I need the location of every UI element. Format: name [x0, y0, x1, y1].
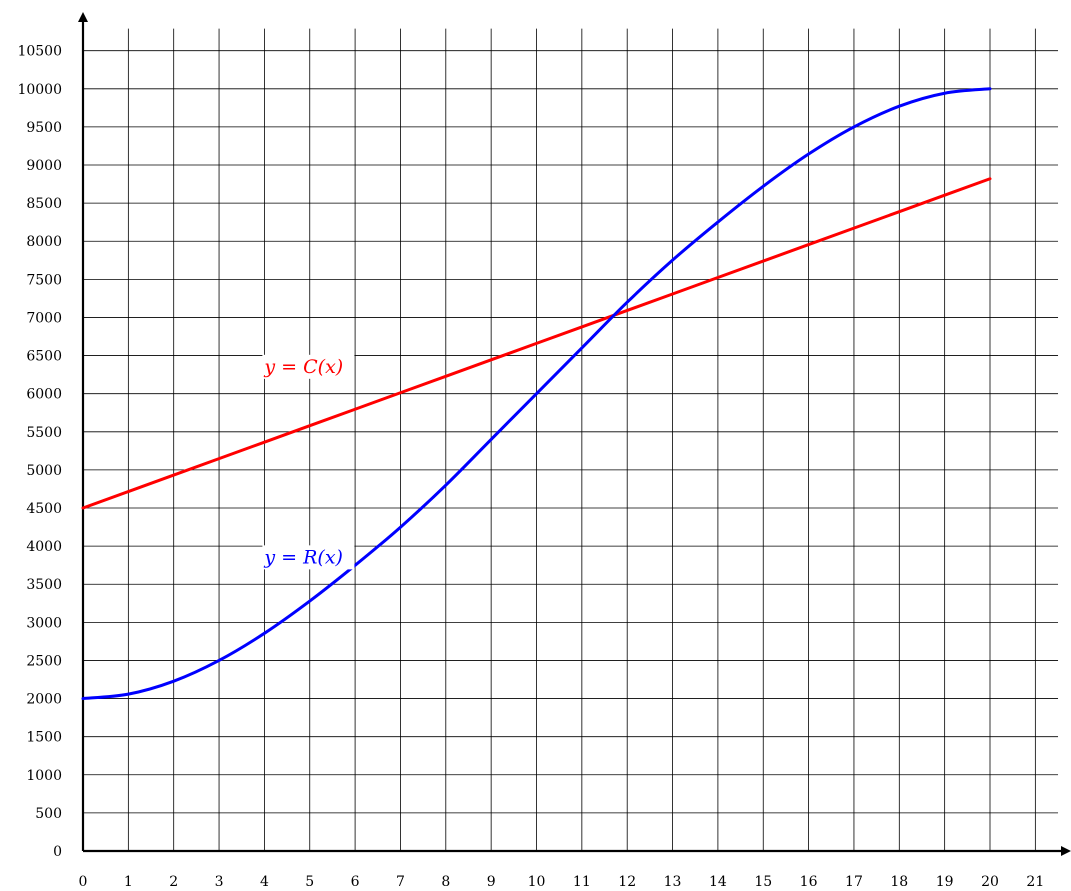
series-line-c [81, 177, 992, 510]
y-tick-label: 9500 [26, 120, 62, 136]
y-tick-label: 3500 [26, 577, 62, 593]
y-tick-label: 0 [53, 844, 62, 860]
y-tick-label: 6000 [26, 387, 62, 403]
y-tick-label: 3000 [26, 615, 62, 631]
curve-label-bg [262, 354, 355, 379]
x-tick-label: 12 [618, 874, 636, 890]
curve-label-bg [262, 545, 355, 570]
grid [83, 28, 1059, 851]
y-tick-label: 7000 [26, 310, 62, 326]
x-tick-label: 11 [573, 874, 591, 890]
axes [78, 12, 1071, 856]
x-axis-arrow [1061, 846, 1071, 856]
y-tick-label: 4000 [26, 539, 62, 555]
x-tick-label: 7 [396, 874, 405, 890]
x-tick-label: 16 [800, 874, 818, 890]
x-tick-label: 21 [1026, 874, 1044, 890]
y-tick-label: 500 [35, 806, 62, 822]
x-tick-label: 9 [487, 874, 496, 890]
y-tick-label: 8500 [26, 196, 62, 212]
y-tick-label: 4500 [26, 501, 62, 517]
x-tick-labels: 0 1 2 3 4 5 6 7 8 9 10 11 12 13 14 15 16 17 18 19 20 21 [79, 874, 1045, 890]
y-tick-label: 10500 [17, 44, 62, 60]
x-tick-label: 1 [124, 874, 133, 890]
series-line-r [81, 87, 992, 701]
y-tick-label: 7500 [26, 272, 62, 288]
x-tick-label: 0 [79, 874, 88, 890]
series-lines [81, 87, 992, 701]
x-tick-label: 6 [351, 874, 360, 890]
x-tick-label: 20 [981, 874, 999, 890]
x-tick-label: 18 [890, 874, 908, 890]
y-tick-label: 1500 [26, 730, 62, 746]
x-tick-label: 8 [441, 874, 450, 890]
x-tick-label: 2 [169, 874, 178, 890]
curve-label-r: y = R(x) [263, 546, 343, 568]
x-tick-label: 10 [528, 874, 546, 890]
y-tick-labels: 0 500 1000 1500 2000 2500 3000 3500 4000 4500 5000… [17, 44, 62, 860]
x-tick-label: 15 [754, 874, 772, 890]
y-tick-label: 5500 [26, 425, 62, 441]
curve-labels: y = C(x) y = R(x) [262, 354, 355, 570]
x-tick-label: 17 [845, 874, 863, 890]
y-tick-label: 2000 [26, 692, 62, 708]
x-tick-label: 13 [664, 874, 682, 890]
y-tick-label: 10000 [17, 82, 62, 98]
y-tick-label: 6500 [26, 349, 62, 365]
y-tick-label: 9000 [26, 158, 62, 174]
x-tick-label: 3 [215, 874, 224, 890]
x-tick-label: 4 [260, 874, 269, 890]
y-tick-label: 1000 [26, 768, 62, 784]
x-tick-label: 5 [305, 874, 314, 890]
y-tick-label: 2500 [26, 653, 62, 669]
x-tick-label: 19 [936, 874, 954, 890]
y-tick-label: 5000 [26, 463, 62, 479]
x-tick-label: 14 [709, 874, 727, 890]
y-axis-arrow [78, 12, 88, 22]
y-tick-label: 8000 [26, 234, 62, 250]
curve-label-c: y = C(x) [263, 356, 343, 378]
